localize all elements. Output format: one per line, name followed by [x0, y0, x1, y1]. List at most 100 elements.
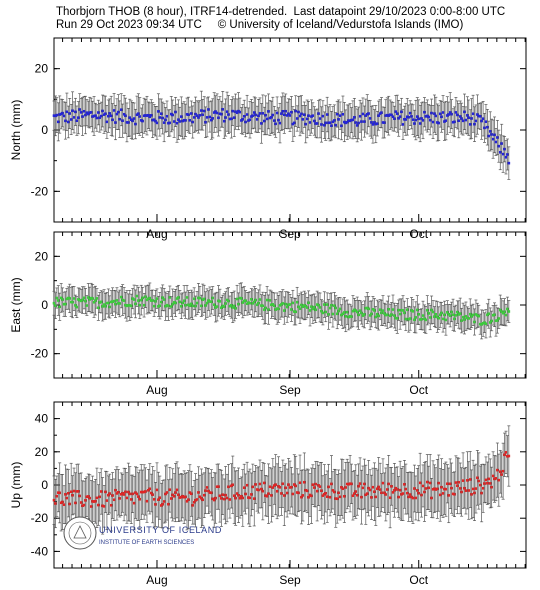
y-tick-label: 20	[35, 62, 49, 76]
data-point	[361, 112, 365, 116]
data-point	[114, 121, 117, 124]
data-point	[240, 119, 243, 122]
data-point	[500, 142, 503, 145]
data-point	[375, 122, 379, 125]
data-point	[298, 114, 302, 118]
data-point	[172, 120, 176, 123]
data-point	[94, 114, 97, 118]
data-point	[310, 305, 313, 308]
data-point	[410, 495, 413, 499]
data-point	[327, 485, 330, 489]
data-point	[297, 110, 300, 114]
data-point	[418, 481, 422, 485]
data-point	[405, 115, 409, 119]
x-month-label: Aug	[146, 383, 167, 397]
data-point	[261, 112, 265, 115]
data-point	[118, 497, 122, 500]
data-point	[111, 118, 114, 122]
data-point	[125, 496, 129, 500]
data-point	[440, 485, 443, 489]
data-point	[353, 308, 356, 312]
data-point	[343, 494, 346, 498]
data-point	[151, 299, 154, 302]
data-point	[500, 310, 503, 313]
data-point	[344, 486, 348, 489]
data-point	[112, 498, 116, 502]
data-point	[311, 483, 315, 486]
data-point	[477, 314, 481, 318]
data-point	[290, 308, 293, 311]
data-point	[413, 318, 416, 322]
data-point	[357, 484, 360, 488]
data-point	[127, 490, 130, 494]
data-point	[62, 114, 66, 118]
data-point	[491, 137, 495, 141]
data-point	[182, 299, 186, 303]
data-point	[271, 303, 275, 306]
data-point	[101, 305, 104, 308]
data-point	[192, 500, 196, 504]
data-point	[147, 297, 150, 301]
data-point	[288, 486, 292, 489]
data-point	[304, 304, 308, 308]
data-point	[125, 121, 129, 124]
data-point	[200, 496, 203, 500]
data-point	[290, 110, 293, 114]
data-point	[403, 483, 406, 486]
data-point	[208, 491, 212, 494]
data-point	[88, 298, 92, 301]
data-point	[122, 112, 126, 116]
data-point	[330, 303, 333, 307]
data-point	[424, 487, 428, 490]
data-point	[377, 485, 380, 489]
data-point	[77, 490, 80, 493]
data-point	[224, 302, 227, 305]
data-point	[225, 496, 229, 500]
data-point	[338, 114, 342, 117]
data-point	[354, 309, 358, 312]
data-point	[355, 493, 359, 497]
data-point	[181, 119, 185, 123]
data-point	[135, 492, 139, 496]
data-point	[244, 120, 247, 124]
data-point	[252, 111, 256, 114]
data-point	[391, 115, 395, 118]
data-point	[58, 305, 62, 309]
data-point	[260, 122, 263, 125]
data-point	[463, 110, 466, 114]
data-point	[56, 299, 60, 302]
data-point	[365, 112, 369, 116]
data-point	[74, 110, 77, 114]
university-logo: UNIVERSITY OF ICELAND INSTITUTE OF EARTH …	[63, 516, 221, 550]
data-point	[415, 115, 419, 118]
data-point	[403, 311, 406, 315]
data-point	[363, 120, 366, 123]
data-point	[486, 313, 489, 317]
data-point	[175, 488, 179, 492]
data-point	[137, 112, 140, 115]
data-point	[407, 115, 411, 119]
data-point	[141, 119, 144, 123]
data-point	[58, 113, 62, 116]
data-point	[194, 112, 197, 116]
data-point	[467, 489, 471, 492]
data-point	[338, 307, 342, 311]
data-point	[144, 490, 147, 493]
data-point	[436, 487, 439, 491]
data-point	[99, 114, 103, 118]
data-point	[258, 482, 262, 486]
data-point	[218, 494, 222, 498]
data-point	[268, 299, 272, 302]
data-point	[195, 301, 199, 305]
data-point	[124, 114, 127, 118]
data-point	[287, 483, 290, 486]
data-point	[135, 113, 139, 117]
data-point	[159, 112, 163, 115]
data-point	[195, 114, 199, 117]
data-point	[478, 483, 482, 487]
data-point	[506, 307, 509, 311]
data-point	[325, 113, 329, 116]
data-point	[494, 477, 498, 480]
data-point	[139, 298, 143, 302]
data-point	[231, 109, 235, 113]
